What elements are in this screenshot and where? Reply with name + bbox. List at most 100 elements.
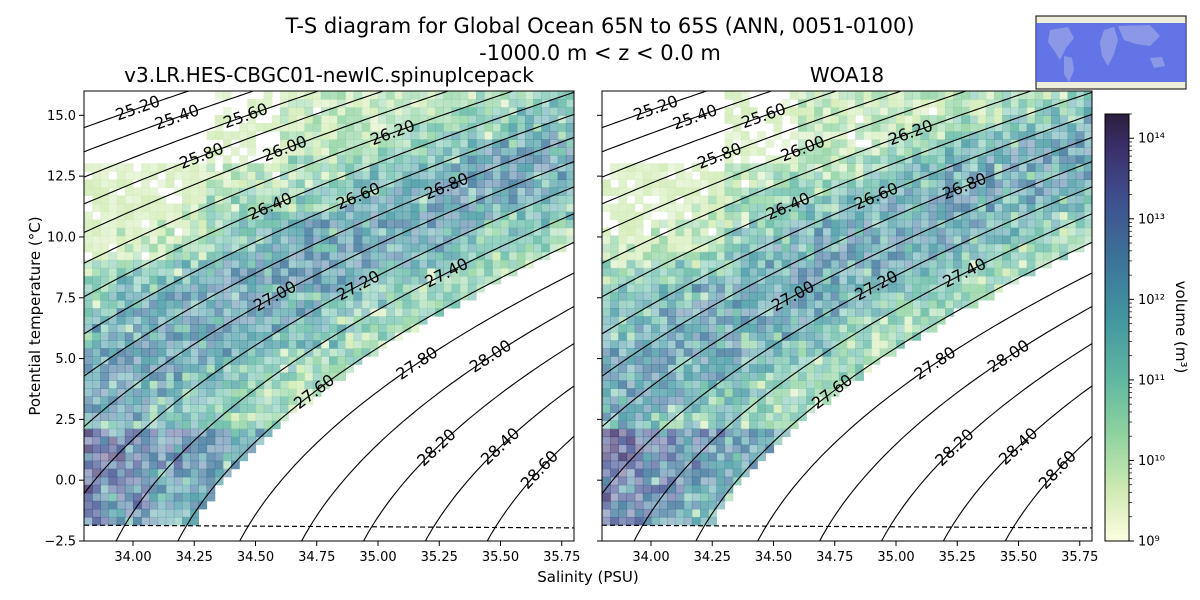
- heatmap-cell: [263, 227, 273, 237]
- heatmap-cell: [691, 179, 701, 188]
- heatmap-cell: [100, 163, 110, 172]
- heatmap-cell: [345, 179, 355, 188]
- heatmap-cell: [651, 436, 660, 446]
- heatmap-cell: [953, 195, 962, 205]
- heatmap-cell: [222, 340, 232, 349]
- heatmap-cell: [740, 91, 750, 100]
- heatmap-cell: [732, 115, 742, 124]
- heatmap-cell: [928, 91, 938, 100]
- heatmap-cell: [1043, 179, 1052, 188]
- heatmap-cell: [402, 308, 412, 317]
- heatmap-cell: [700, 356, 709, 365]
- heatmap-cell: [263, 251, 273, 261]
- heatmap-cell: [157, 356, 167, 365]
- heatmap-cell: [708, 251, 717, 261]
- heatmap-cell: [732, 179, 742, 188]
- heatmap-cell: [263, 388, 273, 397]
- heatmap-cell: [716, 251, 726, 261]
- heatmap-cell: [928, 147, 938, 156]
- heatmap-cell: [642, 364, 652, 373]
- heatmap-cell: [724, 179, 734, 188]
- heatmap-cell: [214, 171, 224, 180]
- heatmap-cell: [476, 195, 485, 205]
- heatmap-cell: [361, 267, 371, 277]
- density-contour: [84, 160, 574, 428]
- x-tick-label: 35.75: [1061, 550, 1098, 565]
- heatmap-cell: [675, 324, 685, 333]
- heatmap-cell: [165, 516, 175, 526]
- heatmap-cell: [773, 340, 783, 349]
- heatmap-cell: [700, 251, 709, 261]
- heatmap-cell: [757, 436, 766, 446]
- heatmap-cell: [369, 259, 379, 269]
- heatmap-cell: [116, 171, 126, 180]
- heatmap-cell: [610, 259, 619, 269]
- heatmap-cell: [1059, 107, 1069, 116]
- heatmap-cell: [231, 396, 240, 405]
- heatmap-cell: [700, 396, 709, 405]
- heatmap-cell: [108, 460, 118, 470]
- heatmap-cell: [427, 203, 436, 213]
- heatmap-cell: [427, 131, 436, 140]
- heatmap-cell: [675, 500, 685, 510]
- heatmap-cell: [985, 195, 995, 205]
- heatmap-cell: [838, 203, 848, 213]
- heatmap-cell: [928, 171, 938, 180]
- heatmap-cell: [92, 195, 101, 205]
- heatmap-cell: [386, 147, 395, 156]
- heatmap-cell: [667, 364, 677, 373]
- heatmap-cell: [304, 211, 314, 221]
- heatmap-cell: [108, 444, 118, 454]
- heatmap-cell: [84, 324, 93, 333]
- heatmap-cell: [887, 99, 897, 108]
- heatmap-cell: [1075, 219, 1085, 229]
- heatmap-cell: [838, 316, 848, 325]
- heatmap-cell: [602, 396, 611, 405]
- heatmap-cell: [329, 308, 338, 317]
- heatmap-cell: [459, 131, 469, 140]
- heatmap-cell: [781, 348, 791, 357]
- heatmap-cell: [798, 316, 807, 325]
- heatmap-cell: [231, 243, 240, 253]
- heatmap-cell: [887, 235, 897, 245]
- heatmap-cell: [610, 308, 619, 317]
- heatmap-cell: [271, 372, 281, 381]
- heatmap-cell: [263, 163, 273, 172]
- heatmap-cell: [700, 436, 709, 446]
- heatmap-cell: [239, 123, 248, 132]
- heatmap-cell: [124, 243, 134, 253]
- heatmap-cell: [508, 91, 518, 100]
- heatmap-cell: [798, 404, 807, 413]
- x-tick-label: 35.50: [482, 550, 519, 565]
- heatmap-cell: [280, 259, 289, 269]
- heatmap-cell: [969, 203, 979, 213]
- heatmap-cell: [838, 211, 848, 221]
- heatmap-cell: [789, 364, 799, 373]
- heatmap-cell: [190, 171, 199, 180]
- heatmap-cell: [239, 420, 248, 430]
- x-tick-label: 34.00: [114, 550, 151, 565]
- density-contour: [115, 213, 574, 541]
- heatmap-cell: [945, 243, 954, 253]
- heatmap-cell: [642, 179, 652, 188]
- heatmap-cell: [651, 380, 660, 389]
- heatmap-cell: [675, 492, 685, 502]
- heatmap-cell: [312, 275, 322, 285]
- heatmap-cell: [855, 340, 864, 349]
- heatmap-cell: [222, 380, 232, 389]
- heatmap-cell: [651, 428, 660, 438]
- heatmap-cell: [435, 171, 444, 180]
- heatmap-cell: [198, 187, 208, 196]
- heatmap-cell: [822, 139, 832, 148]
- heatmap-cell: [740, 235, 750, 245]
- heatmap-cell: [451, 99, 461, 108]
- heatmap-cell: [602, 340, 611, 349]
- heatmap-cell: [716, 243, 726, 253]
- heatmap-cell: [296, 195, 306, 205]
- heatmap-cell: [467, 195, 477, 205]
- heatmap-cell: [879, 235, 889, 245]
- heatmap-cell: [108, 516, 118, 526]
- heatmap-cell: [1067, 131, 1077, 140]
- heatmap-cell: [378, 91, 387, 100]
- heatmap-cell: [700, 420, 709, 430]
